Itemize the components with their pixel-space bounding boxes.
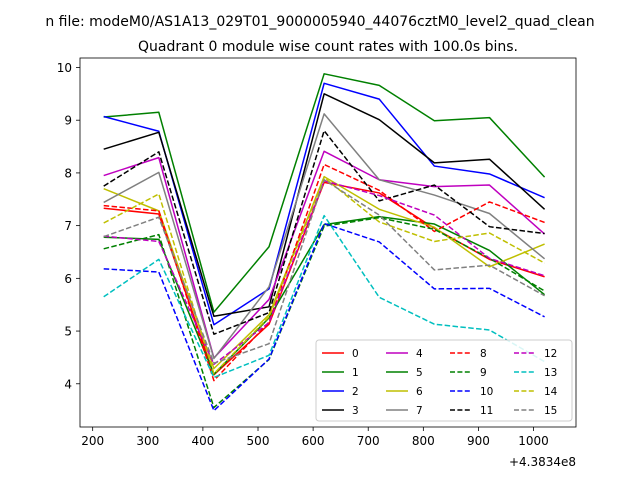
y-tick-label-7: 7 (64, 219, 72, 233)
legend-label-14: 14 (544, 386, 558, 398)
legend-label-1: 1 (352, 367, 359, 379)
legend-frame (315, 339, 573, 422)
legend-label-4: 4 (416, 348, 423, 360)
legend-label-7: 7 (416, 405, 423, 417)
figure-suptitle: n file: modeM0/AS1A13_029T01_9000005940_… (45, 14, 594, 30)
legend-label-13: 13 (544, 367, 557, 379)
x-tick-label-400: 400 (191, 434, 214, 448)
x-tick-label-800: 800 (412, 434, 435, 448)
legend-label-5: 5 (416, 367, 423, 379)
y-tick-label-5: 5 (64, 325, 72, 339)
x-tick-label-700: 700 (357, 434, 380, 448)
x-tick-label-900: 900 (467, 434, 490, 448)
x-axis-offset-label: +4.3834e8 (509, 455, 576, 469)
series-layer (103, 73, 546, 412)
legend-label-10: 10 (480, 386, 493, 398)
x-tick-label-1000: 1000 (518, 434, 549, 448)
series-line-10 (103, 222, 545, 412)
legend-label-6: 6 (416, 386, 423, 398)
series-line-9 (103, 216, 545, 409)
series-line-13 (103, 214, 545, 379)
chart-title: Quadrant 0 module wise count rates with … (138, 39, 518, 55)
series-line-5 (103, 215, 546, 376)
x-tick-label-500: 500 (247, 434, 270, 448)
legend-label-12: 12 (544, 348, 557, 360)
legend-label-8: 8 (480, 348, 487, 360)
legend-label-15: 15 (544, 405, 557, 417)
plot-frame (79, 57, 577, 428)
y-tick-label-8: 8 (64, 166, 72, 180)
legend-label-11: 11 (480, 405, 493, 417)
y-tick-label-10: 10 (57, 61, 72, 75)
series-line-14 (103, 176, 545, 375)
legend-label-9: 9 (480, 367, 487, 379)
y-tick-label-4: 4 (64, 377, 72, 391)
series-line-4 (103, 150, 546, 359)
x-tick-label-300: 300 (136, 434, 159, 448)
legend-label-0: 0 (352, 348, 359, 360)
series-line-1 (103, 73, 546, 313)
y-tick-label-9: 9 (64, 114, 72, 128)
series-line-15 (103, 179, 545, 364)
legend-label-3: 3 (352, 405, 359, 417)
series-line-3 (103, 93, 546, 318)
series-line-7 (103, 113, 546, 360)
y-tick-label-6: 6 (64, 272, 72, 286)
x-tick-label-200: 200 (81, 434, 104, 448)
series-line-6 (103, 175, 545, 370)
x-tick-label-600: 600 (302, 434, 325, 448)
legend-label-2: 2 (352, 386, 359, 398)
series-line-11 (103, 130, 545, 335)
